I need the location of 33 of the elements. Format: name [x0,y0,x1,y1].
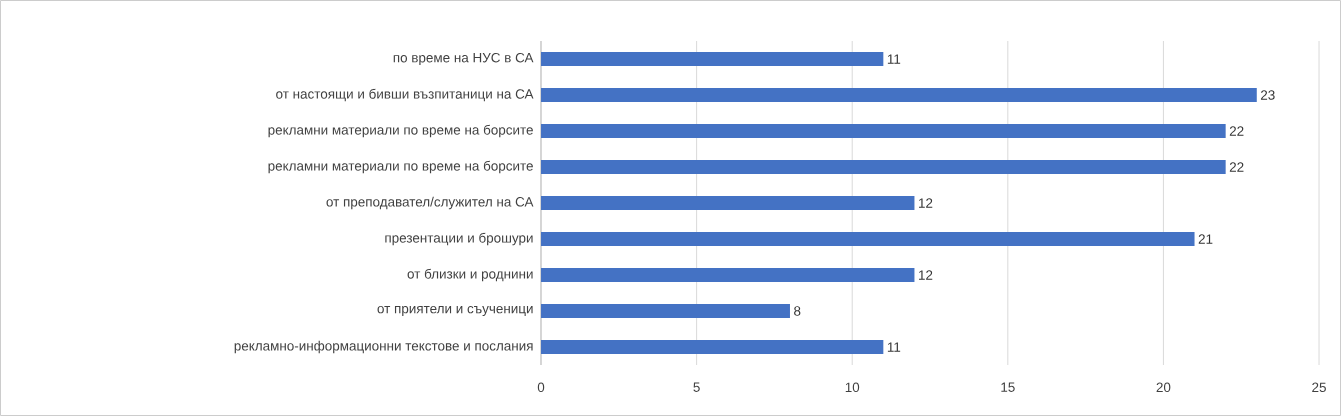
y-tick-label: от близки и роднини [407,268,533,282]
y-tick-label: от настоящи и бивши възпитаници на СА [276,88,534,102]
data-label: 11 [887,342,901,352]
x-tick-label: 0 [537,382,545,393]
bar [541,232,1195,246]
x-tick-label: 15 [1001,382,1015,392]
data-label: 8 [794,306,801,316]
x-tick-label: 10 [845,382,860,393]
x-tick-label: 25 [1312,382,1326,393]
data-label: 22 [1229,126,1244,136]
x-tick-label: 5 [693,382,700,392]
y-tick-label: презентации и брошури [385,232,533,246]
bar [541,124,1226,138]
data-label: 23 [1260,90,1275,100]
y-tick-label: рекламно-информационни текстове и послания [234,340,533,354]
bar [541,340,884,354]
bar [541,268,915,282]
data-label: 22 [1229,162,1244,172]
bar [541,88,1257,102]
data-label: 11 [887,54,901,64]
data-label: 12 [919,270,933,280]
bar [541,52,884,66]
data-label: 21 [1198,234,1213,244]
bar [541,304,790,318]
x-tick-label: 20 [1156,382,1171,393]
data-label: 12 [919,198,933,208]
y-tick-label: по време на НУС в СА [393,52,534,66]
bar [541,196,915,210]
y-tick-label: от приятели и съученици [377,305,533,317]
bar [541,160,1226,174]
y-tick-label: рекламни материали по време на борсите [268,124,533,138]
y-tick-label: от преподавател/служител на СА [326,196,534,210]
y-tick-label: рекламни материали по време на борсите [268,160,533,174]
